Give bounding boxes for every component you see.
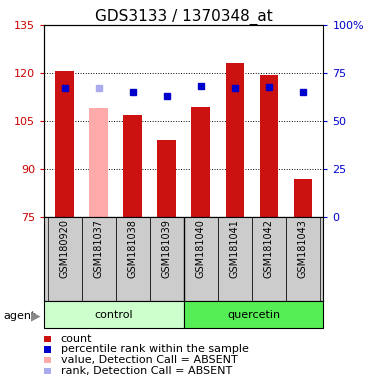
Bar [286,217,320,301]
Bar [116,217,150,301]
Text: control: control [95,310,133,320]
Bar [89,108,108,217]
Bar [252,217,286,301]
Bar [218,217,252,301]
Bar [55,71,74,217]
Text: GSM181043: GSM181043 [298,220,308,278]
Text: GSM181042: GSM181042 [264,220,274,278]
Text: GSM181037: GSM181037 [94,220,104,278]
Title: GDS3133 / 1370348_at: GDS3133 / 1370348_at [95,9,273,25]
Bar [157,140,176,217]
Text: agent: agent [4,311,36,321]
Bar [226,63,244,217]
Bar [44,301,184,328]
Text: GSM181039: GSM181039 [162,220,172,278]
Text: rank, Detection Call = ABSENT: rank, Detection Call = ABSENT [61,366,232,376]
Text: count: count [61,334,92,344]
Bar [124,114,142,217]
Bar [184,217,218,301]
Text: GSM181038: GSM181038 [128,220,138,278]
Text: ▶: ▶ [31,309,40,322]
Text: GSM181041: GSM181041 [230,220,240,278]
Bar [184,301,323,328]
Bar [294,179,312,217]
Text: value, Detection Call = ABSENT: value, Detection Call = ABSENT [61,355,238,365]
Bar [82,217,116,301]
Text: GSM180920: GSM180920 [60,220,70,278]
Bar [150,217,184,301]
Bar [48,217,82,301]
Bar [191,107,210,217]
Text: quercetin: quercetin [227,310,280,320]
Text: percentile rank within the sample: percentile rank within the sample [61,344,249,354]
Bar [259,74,278,217]
Text: GSM181040: GSM181040 [196,220,206,278]
